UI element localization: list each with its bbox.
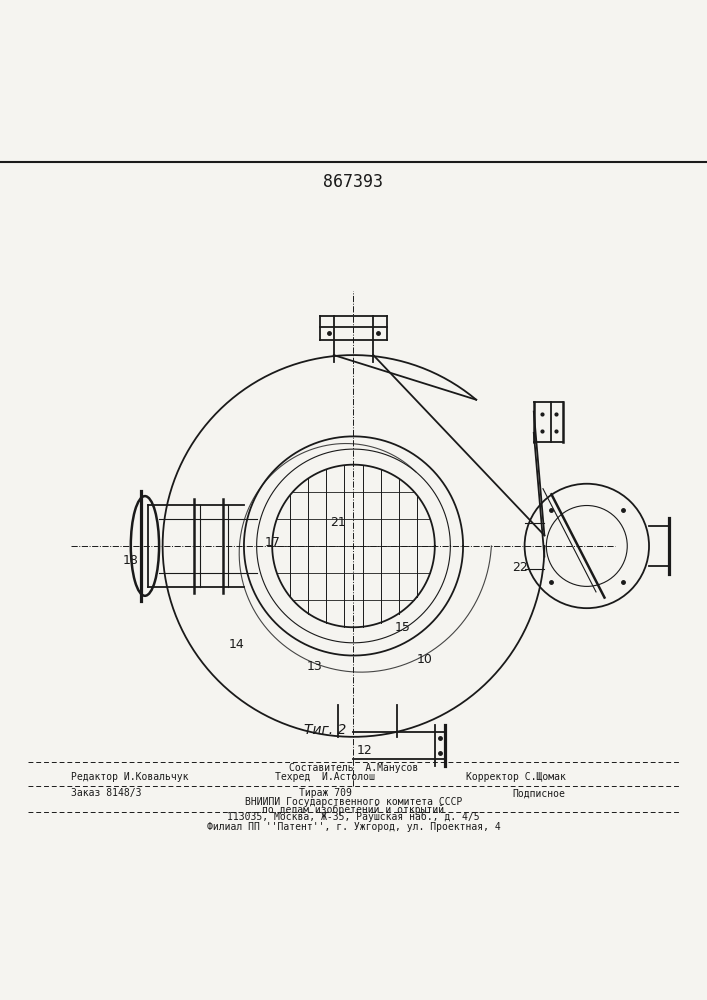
Text: 21: 21	[330, 516, 346, 529]
Text: 13: 13	[307, 660, 322, 673]
Text: Корректор С.Щомак: Корректор С.Щомак	[466, 772, 566, 782]
Text: Редактор И.Ковальчук: Редактор И.Ковальчук	[71, 772, 188, 782]
Text: 12: 12	[356, 744, 372, 757]
Text: Техред  И.Астолош: Техред И.Астолош	[275, 772, 375, 782]
Text: 867393: 867393	[324, 173, 383, 191]
Text: 10: 10	[416, 653, 432, 666]
Text: 22: 22	[512, 561, 527, 574]
Text: Подписное: Подписное	[513, 788, 566, 798]
Text: Τиг. 2: Τиг. 2	[304, 723, 346, 737]
Text: по делам изобретений и открытий: по делам изобретений и открытий	[262, 804, 445, 815]
Text: 14: 14	[229, 638, 245, 651]
Text: Тираж 709: Тираж 709	[299, 788, 351, 798]
Text: ВНИИПИ Государственного комитета СССР: ВНИИПИ Государственного комитета СССР	[245, 797, 462, 807]
Text: 18: 18	[123, 554, 139, 567]
Text: Филиал ПП ''Патент'', г. Ужгород, ул. Проектная, 4: Филиал ПП ''Патент'', г. Ужгород, ул. Пр…	[206, 822, 501, 832]
Text: 113035, Москва, Ж-35, Раушская наб., д. 4/5: 113035, Москва, Ж-35, Раушская наб., д. …	[227, 812, 480, 822]
Text: Составитель  А.Манусов: Составитель А.Манусов	[289, 763, 418, 773]
Text: Заказ 8148/3: Заказ 8148/3	[71, 788, 141, 798]
Text: 17: 17	[264, 536, 280, 549]
Text: 15: 15	[395, 621, 411, 634]
